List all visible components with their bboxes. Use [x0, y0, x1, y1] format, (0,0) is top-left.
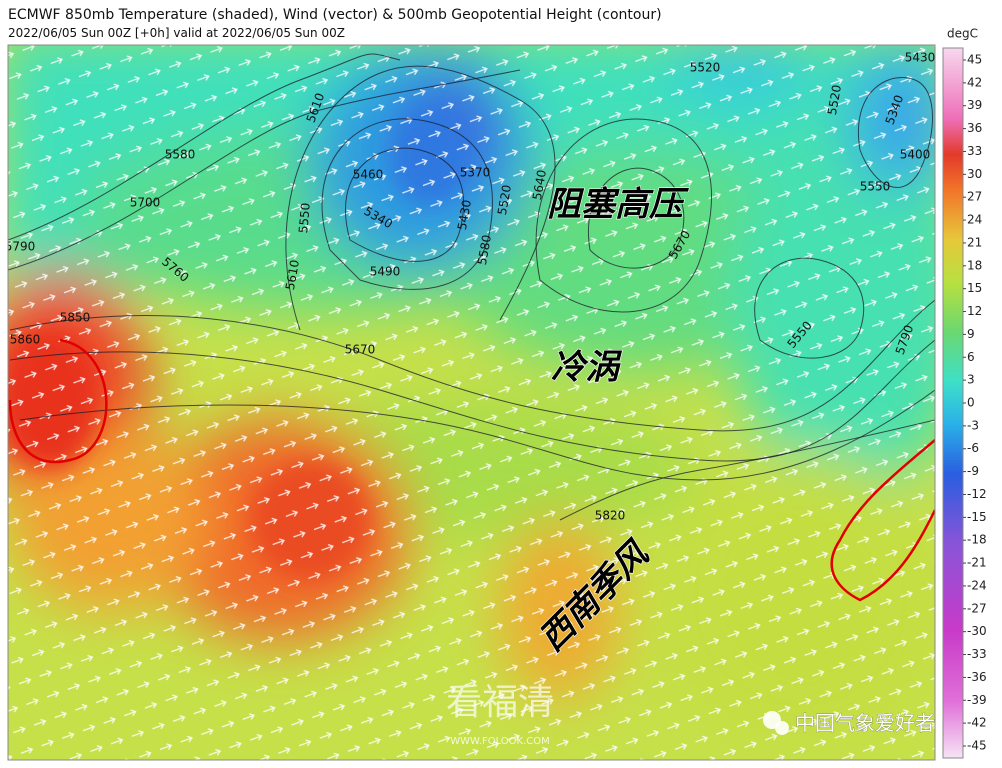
- watermark: 看福清: [446, 682, 554, 723]
- colorbar-tick-label: -15: [967, 510, 987, 524]
- colorbar: degC 4542393633302724211815129630-3-6-9-…: [942, 27, 987, 759]
- annotation-blocking-high: 阻塞高压: [547, 185, 689, 225]
- colorbar-tick-label: 36: [967, 121, 982, 135]
- contour-label: 5460: [353, 168, 384, 182]
- colorbar-tick-label: -27: [967, 601, 987, 615]
- colorbar-tick-label: -9: [967, 464, 979, 478]
- colorbar-tick-label: -36: [967, 670, 987, 684]
- colorbar-tick-label: -30: [967, 624, 987, 638]
- colorbar-tick-label: 27: [967, 190, 982, 204]
- watermark-url: WWW.FQLOOK.COM: [450, 736, 550, 747]
- colorbar-tick-label: -3: [967, 418, 979, 432]
- contour-label: 5400: [900, 148, 931, 162]
- contour-label: 5670: [345, 343, 376, 357]
- colorbar-tick-label: 18: [967, 258, 982, 272]
- colorbar-tick-label: 9: [967, 327, 975, 341]
- contour-label: 5610: [283, 259, 302, 292]
- title: ECMWF 850mb Temperature (shaded), Wind (…: [8, 7, 662, 23]
- colorbar-tick-label: -6: [967, 441, 979, 455]
- contour-label: 5790: [5, 240, 36, 254]
- colorbar-tick-label: 3: [967, 373, 975, 387]
- colorbar-tick-label: -33: [967, 647, 987, 661]
- colorbar-tick-label: -24: [967, 578, 987, 592]
- colorbar-tick-label: 15: [967, 281, 982, 295]
- colorbar-tick-label: 42: [967, 75, 982, 89]
- colorbar-tick-label: 24: [967, 213, 982, 227]
- annotation-cold-vortex: 冷涡: [551, 348, 623, 388]
- colorbar-scale: [942, 47, 964, 759]
- contour-label: 5580: [475, 234, 494, 267]
- contour-label: 5700: [130, 196, 161, 210]
- subtitle: 2022/06/05 Sun 00Z [+0h] valid at 2022/0…: [8, 26, 345, 40]
- contour-label: 5550: [860, 180, 891, 194]
- wechat-icon: [775, 721, 789, 735]
- colorbar-tick-label: 6: [967, 350, 975, 364]
- map-frame: [7, 44, 936, 761]
- contour-label: 5640: [530, 169, 549, 202]
- colorbar-tick-label: 0: [967, 396, 975, 410]
- contour-label: 5820: [595, 509, 626, 523]
- contour-label: 5370: [460, 166, 491, 180]
- colorbar-tick-label: -18: [967, 533, 987, 547]
- source: 中国气象爱好者: [795, 711, 935, 735]
- contour-label: 5520: [825, 84, 844, 117]
- colorbar-tick-label: -39: [967, 693, 987, 707]
- colorbar-tick-label: 39: [967, 98, 982, 112]
- contour-label: 5490: [370, 265, 401, 279]
- contour-label: 5520: [495, 184, 514, 217]
- contour-label: 5850: [60, 311, 91, 325]
- colorbar-tick-label: 45: [967, 53, 982, 67]
- colorbar-tick-label: 30: [967, 167, 982, 181]
- colorbar-tick-label: -45: [967, 739, 987, 753]
- colorbar-tick-label: 21: [967, 235, 982, 249]
- colorbar-tick-label: -21: [967, 556, 987, 570]
- colorbar-label: degC: [947, 27, 978, 41]
- contour-label: 5860: [10, 333, 41, 347]
- colorbar-tick-label: 12: [967, 304, 982, 318]
- colorbar-tick-label: -42: [967, 716, 987, 730]
- contour-label: 5550: [296, 202, 313, 234]
- contour-label: 5430: [905, 51, 936, 65]
- contour-label: 5430: [455, 199, 474, 232]
- contour-label: 5580: [165, 148, 196, 162]
- contour-label: 5520: [690, 61, 721, 75]
- colorbar-tick-label: -12: [967, 487, 987, 501]
- colorbar-tick-label: 33: [967, 144, 982, 158]
